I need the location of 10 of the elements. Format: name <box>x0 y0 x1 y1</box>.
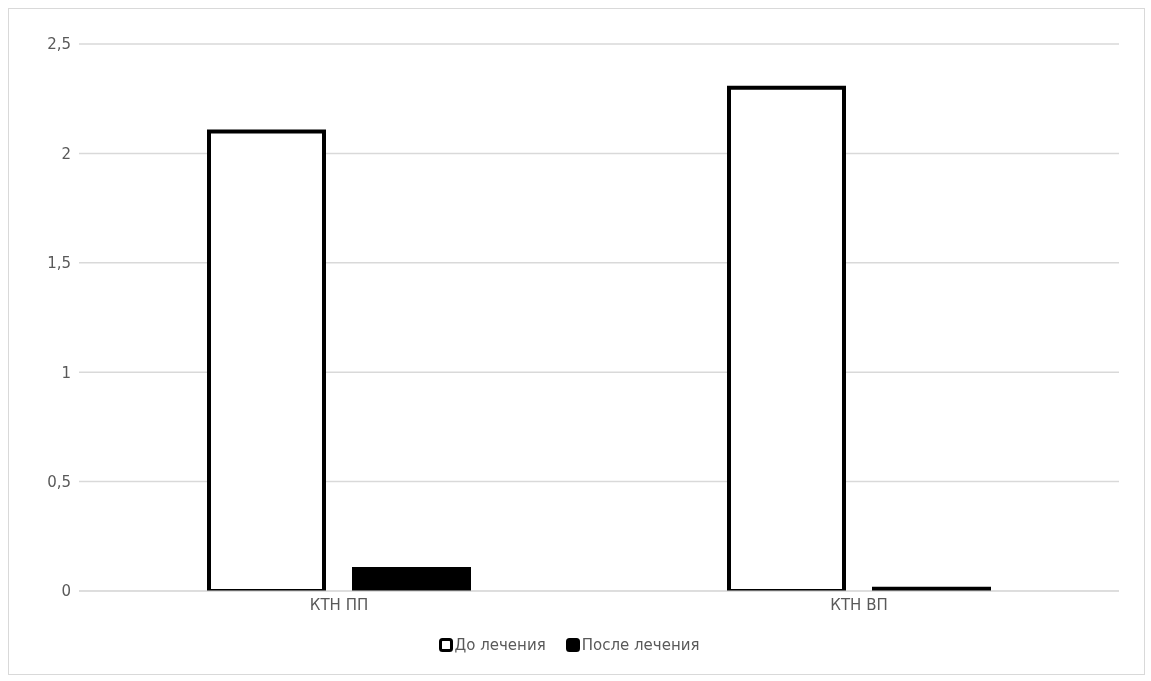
y-tick-label: 0 <box>61 582 71 601</box>
y-tick-label: 1 <box>61 363 71 382</box>
x-tick-label: КТН ВП <box>830 595 888 614</box>
y-tick-label: 2,5 <box>47 35 71 54</box>
y-tick-label: 1,5 <box>47 254 71 273</box>
legend-label: До лечения <box>453 636 546 654</box>
y-tick-label: 0,5 <box>47 472 71 491</box>
legend-label: После лечения <box>580 636 700 654</box>
y-tick-label: 2 <box>61 144 71 163</box>
x-tick-label: КТН ПП <box>309 595 369 614</box>
